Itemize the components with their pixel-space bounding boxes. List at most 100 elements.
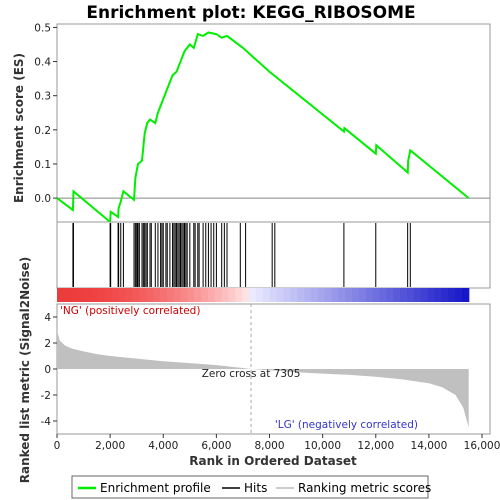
legend-enrichment-label: Enrichment profile [100,481,211,495]
color-bar-segment [393,288,401,302]
color-bar-segment [214,288,223,302]
x-tick-label: 0 [54,440,61,452]
color-bar-segment [228,288,237,302]
es-y-tick-label: 0.3 [34,91,51,103]
color-bar-segment [400,288,408,302]
color-bar-segment [125,288,134,302]
metric-y-tick-label: 4 [44,312,51,324]
color-bar-segment [146,288,154,302]
es-y-tick-label: 0.4 [34,57,51,69]
color-bar-segment [413,288,422,302]
color-bar-segment [365,288,374,302]
color-bar-segment [57,288,65,302]
color-bar-segment [221,288,230,302]
color-bar-segment [304,288,312,302]
color-bar-segment [338,288,346,302]
color-bar-segment [297,288,305,302]
color-bar-segment [111,288,120,302]
es-y-tick-label: 0.1 [34,159,51,171]
color-bar-segment [180,288,188,302]
color-bar-segment [269,288,278,302]
color-bar-segment [406,288,415,302]
enrichment-profile-line [56,31,470,225]
color-bar-segment [427,288,436,302]
color-bar-segment [448,288,456,302]
color-bar-segment [352,288,360,302]
color-bar-segment [386,288,394,302]
color-bar-segment [262,288,271,302]
color-bar-segment [249,288,257,302]
x-axis-ticks: 0 2,000 4,000 6,000 8,000 10,000 12,000 14,000 1… [54,434,500,452]
color-bar-segment [455,288,463,302]
color-bar-segment [358,288,367,302]
color-bar-segment [139,288,147,302]
x-tick-label: 16,000 [464,440,500,452]
x-tick-label: 6,000 [201,440,231,452]
color-bar-segment [105,288,113,302]
color-bar-segment [207,288,216,302]
color-bar-segment [91,288,99,302]
color-bar-segment [63,288,72,302]
color-bar-segment [153,288,161,302]
hits-panel-frame [56,221,491,289]
color-bar-segment [434,288,442,302]
zero-cross-label: Zero cross at 7305 [202,368,301,380]
metric-y-axis-label: Ranked list metric (Signal2Noise) [18,257,32,484]
color-bar-segment [235,288,243,302]
es-y-tick-label: 0.0 [34,193,51,205]
x-tick-label: 2,000 [95,440,125,452]
color-bar-segment [173,288,182,302]
color-bar-segment [201,288,209,302]
color-bar-segment [194,288,202,302]
rank-color-bar [57,288,470,302]
metric-y-ticks: 4 2 0 -2 -4 [41,312,57,428]
color-bar-segment [242,288,250,302]
color-bar-segment [77,288,86,302]
metric-y-tick-label: 2 [44,338,51,350]
x-tick-label: 12,000 [357,440,394,452]
es-y-tick-label: 0.5 [34,22,51,34]
color-bar-segment [461,288,470,302]
color-bar-segment [372,288,381,302]
chart-title: Enrichment plot: KEGG_RIBOSOME [86,3,415,23]
color-bar-segment [98,288,106,302]
positive-correlation-label: 'NG' (positively correlated) [60,305,200,317]
color-bar-segment [70,288,79,302]
es-y-axis-label: Enrichment score (ES) [12,53,26,203]
es-y-ticks: 0.0 0.1 0.2 0.3 0.4 0.5 [34,22,57,205]
color-bar-segment [441,288,449,302]
color-bar-segment [345,288,353,302]
color-bar-segment [84,288,92,302]
x-tick-label: 14,000 [411,440,448,452]
color-bar-segment [166,288,175,302]
es-panel-frame [56,23,491,223]
color-bar-segment [276,288,285,302]
x-tick-label: 4,000 [148,440,178,452]
metric-y-tick-label: -2 [41,390,51,402]
x-axis-label: Rank in Ordered Dataset [189,454,357,468]
color-bar-segment [132,288,140,302]
legend-box [71,475,429,499]
negative-correlation-label: 'LG' (negatively correlated) [275,419,418,431]
color-bar-segment [159,288,168,302]
x-tick-label: 8,000 [254,440,284,452]
color-bar-segment [324,288,333,302]
color-bar-segment [283,288,291,302]
color-bar-segment [420,288,429,302]
color-bar-segment [187,288,195,302]
legend-hits-label: Hits [244,481,267,495]
x-tick-label: 10,000 [304,440,341,452]
metric-y-tick-label: -4 [41,416,52,428]
color-bar-segment [290,288,298,302]
color-bar-segment [256,288,264,302]
color-bar-segment [331,288,339,302]
legend: Enrichment profile Hits Ranking metric s… [71,475,431,499]
color-bar-segment [317,288,326,302]
color-bar-segment [310,288,319,302]
color-bar-segment [379,288,387,302]
es-y-tick-label: 0.2 [34,125,51,137]
hits-markers [72,223,411,287]
legend-metric-label: Ranking metric scores [298,481,431,495]
